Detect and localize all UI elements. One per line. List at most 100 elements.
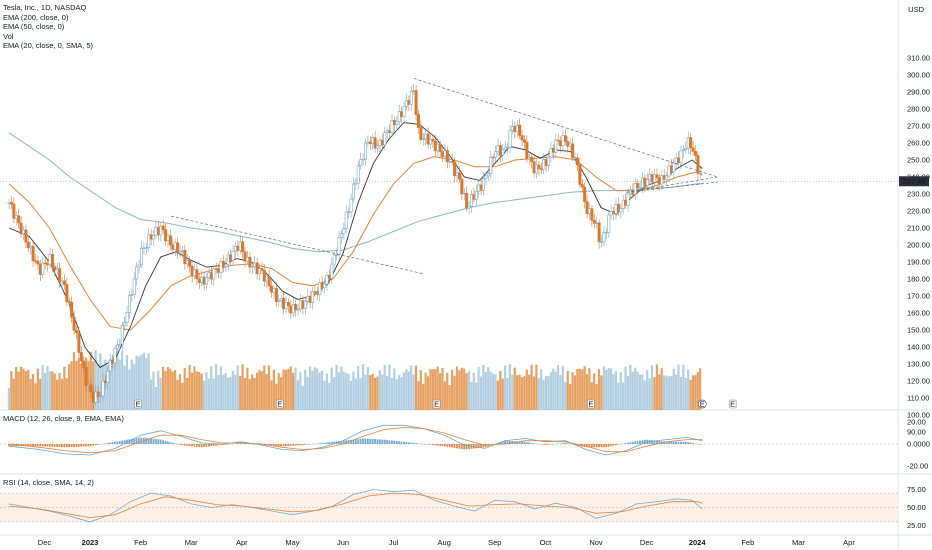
macd-hist-bar	[36, 444, 39, 447]
candle-body	[284, 302, 288, 310]
volume-bar	[354, 378, 357, 410]
volume-bar	[22, 368, 25, 410]
volume-bar	[75, 360, 78, 410]
macd-hist-bar	[699, 444, 702, 445]
macd-hist-bar	[32, 444, 34, 447]
candle-body	[539, 168, 543, 170]
macd-hist-bar	[636, 441, 639, 444]
volume-bar	[554, 371, 557, 410]
candle-body	[84, 367, 88, 387]
macd-hist-bar	[641, 440, 644, 444]
macd-hist-bar	[586, 444, 588, 448]
macd-hist-bar	[600, 444, 603, 448]
candle-body	[335, 254, 339, 256]
volume-bar	[629, 364, 632, 410]
macd-hist-bar	[436, 444, 439, 446]
price-tick: 220.00	[907, 207, 930, 216]
earnings-marker-label: E	[730, 400, 735, 409]
macd-hist-bar	[10, 444, 13, 447]
time-tick: Feb	[134, 538, 147, 547]
candle-body	[161, 225, 165, 231]
macd-pane-label[interactable]: MACD (12, 26, close, 9, EMA, EMA)	[3, 414, 124, 423]
candle-body	[197, 278, 201, 283]
volume-bar	[366, 367, 369, 410]
time-tick: Dec	[640, 538, 654, 547]
macd-hist-bar	[171, 442, 174, 444]
macd-hist-bar	[434, 444, 437, 446]
candle-body	[669, 165, 673, 173]
volume-bar	[145, 358, 148, 410]
macd-hist-bar	[147, 438, 150, 444]
macd-hist-bar	[383, 439, 386, 444]
volume-bar	[552, 368, 555, 410]
volume-bar	[34, 383, 37, 410]
volume-bar	[431, 369, 434, 410]
candle-body	[248, 257, 252, 268]
symbol-title[interactable]: Tesla, Inc., 1D, NASDAQ	[3, 3, 87, 12]
candle-body	[400, 111, 404, 117]
candle-body	[491, 156, 495, 159]
candle-body	[298, 300, 302, 310]
candle-body	[496, 145, 500, 153]
candle-body	[580, 184, 584, 188]
legend-ema50[interactable]: EMA (50, close, 0)	[3, 22, 65, 31]
macd-hist-bar	[451, 444, 454, 448]
volume-bar	[99, 353, 102, 410]
volume-bar	[294, 367, 297, 410]
volume-bar	[677, 364, 680, 410]
candle-body	[563, 135, 567, 142]
candle-body	[270, 285, 274, 293]
candle-body	[311, 291, 315, 303]
price-tick: 130.00	[907, 360, 930, 369]
macd-hist-bar	[482, 444, 485, 448]
volume-bar	[128, 369, 131, 410]
candle-body	[527, 157, 531, 160]
volume-bar	[371, 373, 374, 410]
candle-body	[677, 157, 681, 164]
macd-hist-bar	[150, 438, 152, 444]
volume-bar	[479, 376, 483, 410]
macd-hist-bar	[405, 442, 408, 444]
macd-hist-bar	[219, 444, 222, 446]
price-tick: 140.00	[907, 343, 930, 352]
volume-bar	[198, 372, 201, 410]
volume-bar	[489, 371, 492, 410]
candle-body	[621, 199, 625, 209]
price-tick: 230.00	[907, 190, 930, 199]
volume-bar	[337, 372, 341, 410]
macd-hist-bar	[287, 444, 290, 446]
volume-bar	[121, 351, 124, 410]
volume-bar	[504, 365, 507, 410]
volume-bar	[46, 365, 49, 410]
volume-bar	[383, 365, 386, 410]
candle-body	[190, 265, 194, 277]
volume-bar	[624, 366, 627, 410]
volume-bar	[460, 367, 463, 410]
candle-body	[279, 297, 283, 301]
volume-bar	[453, 376, 456, 410]
volume-bar	[400, 377, 403, 410]
price-tick: 290.00	[907, 88, 930, 97]
candle-body	[472, 194, 476, 200]
volume-bar	[159, 377, 162, 410]
earnings-marker	[134, 399, 142, 409]
legend-volume[interactable]: Vol	[3, 31, 14, 41]
candle-body	[657, 177, 661, 185]
candle-body	[125, 312, 129, 323]
volume-bar	[43, 372, 47, 410]
candle-body	[142, 247, 146, 249]
volume-bar	[125, 355, 129, 410]
macd-hist-bar	[682, 441, 685, 444]
macd-hist-bar	[135, 438, 138, 444]
candle-body	[494, 151, 498, 158]
legend-ema20[interactable]: EMA (20, close, 0, SMA, 5)	[3, 41, 94, 50]
macd-hist-bar	[130, 438, 133, 444]
rsi-pane-label[interactable]: RSI (14, close, SMA, 14, 2)	[3, 478, 94, 487]
earnings-marker-label: E	[277, 400, 282, 409]
price-tick: 100.00	[907, 411, 930, 420]
macd-hist-bar	[398, 441, 401, 444]
volume-bar	[395, 379, 398, 410]
legend-ema200[interactable]: EMA (200, close, 0)	[3, 12, 69, 22]
macd-hist-bar	[292, 444, 295, 446]
